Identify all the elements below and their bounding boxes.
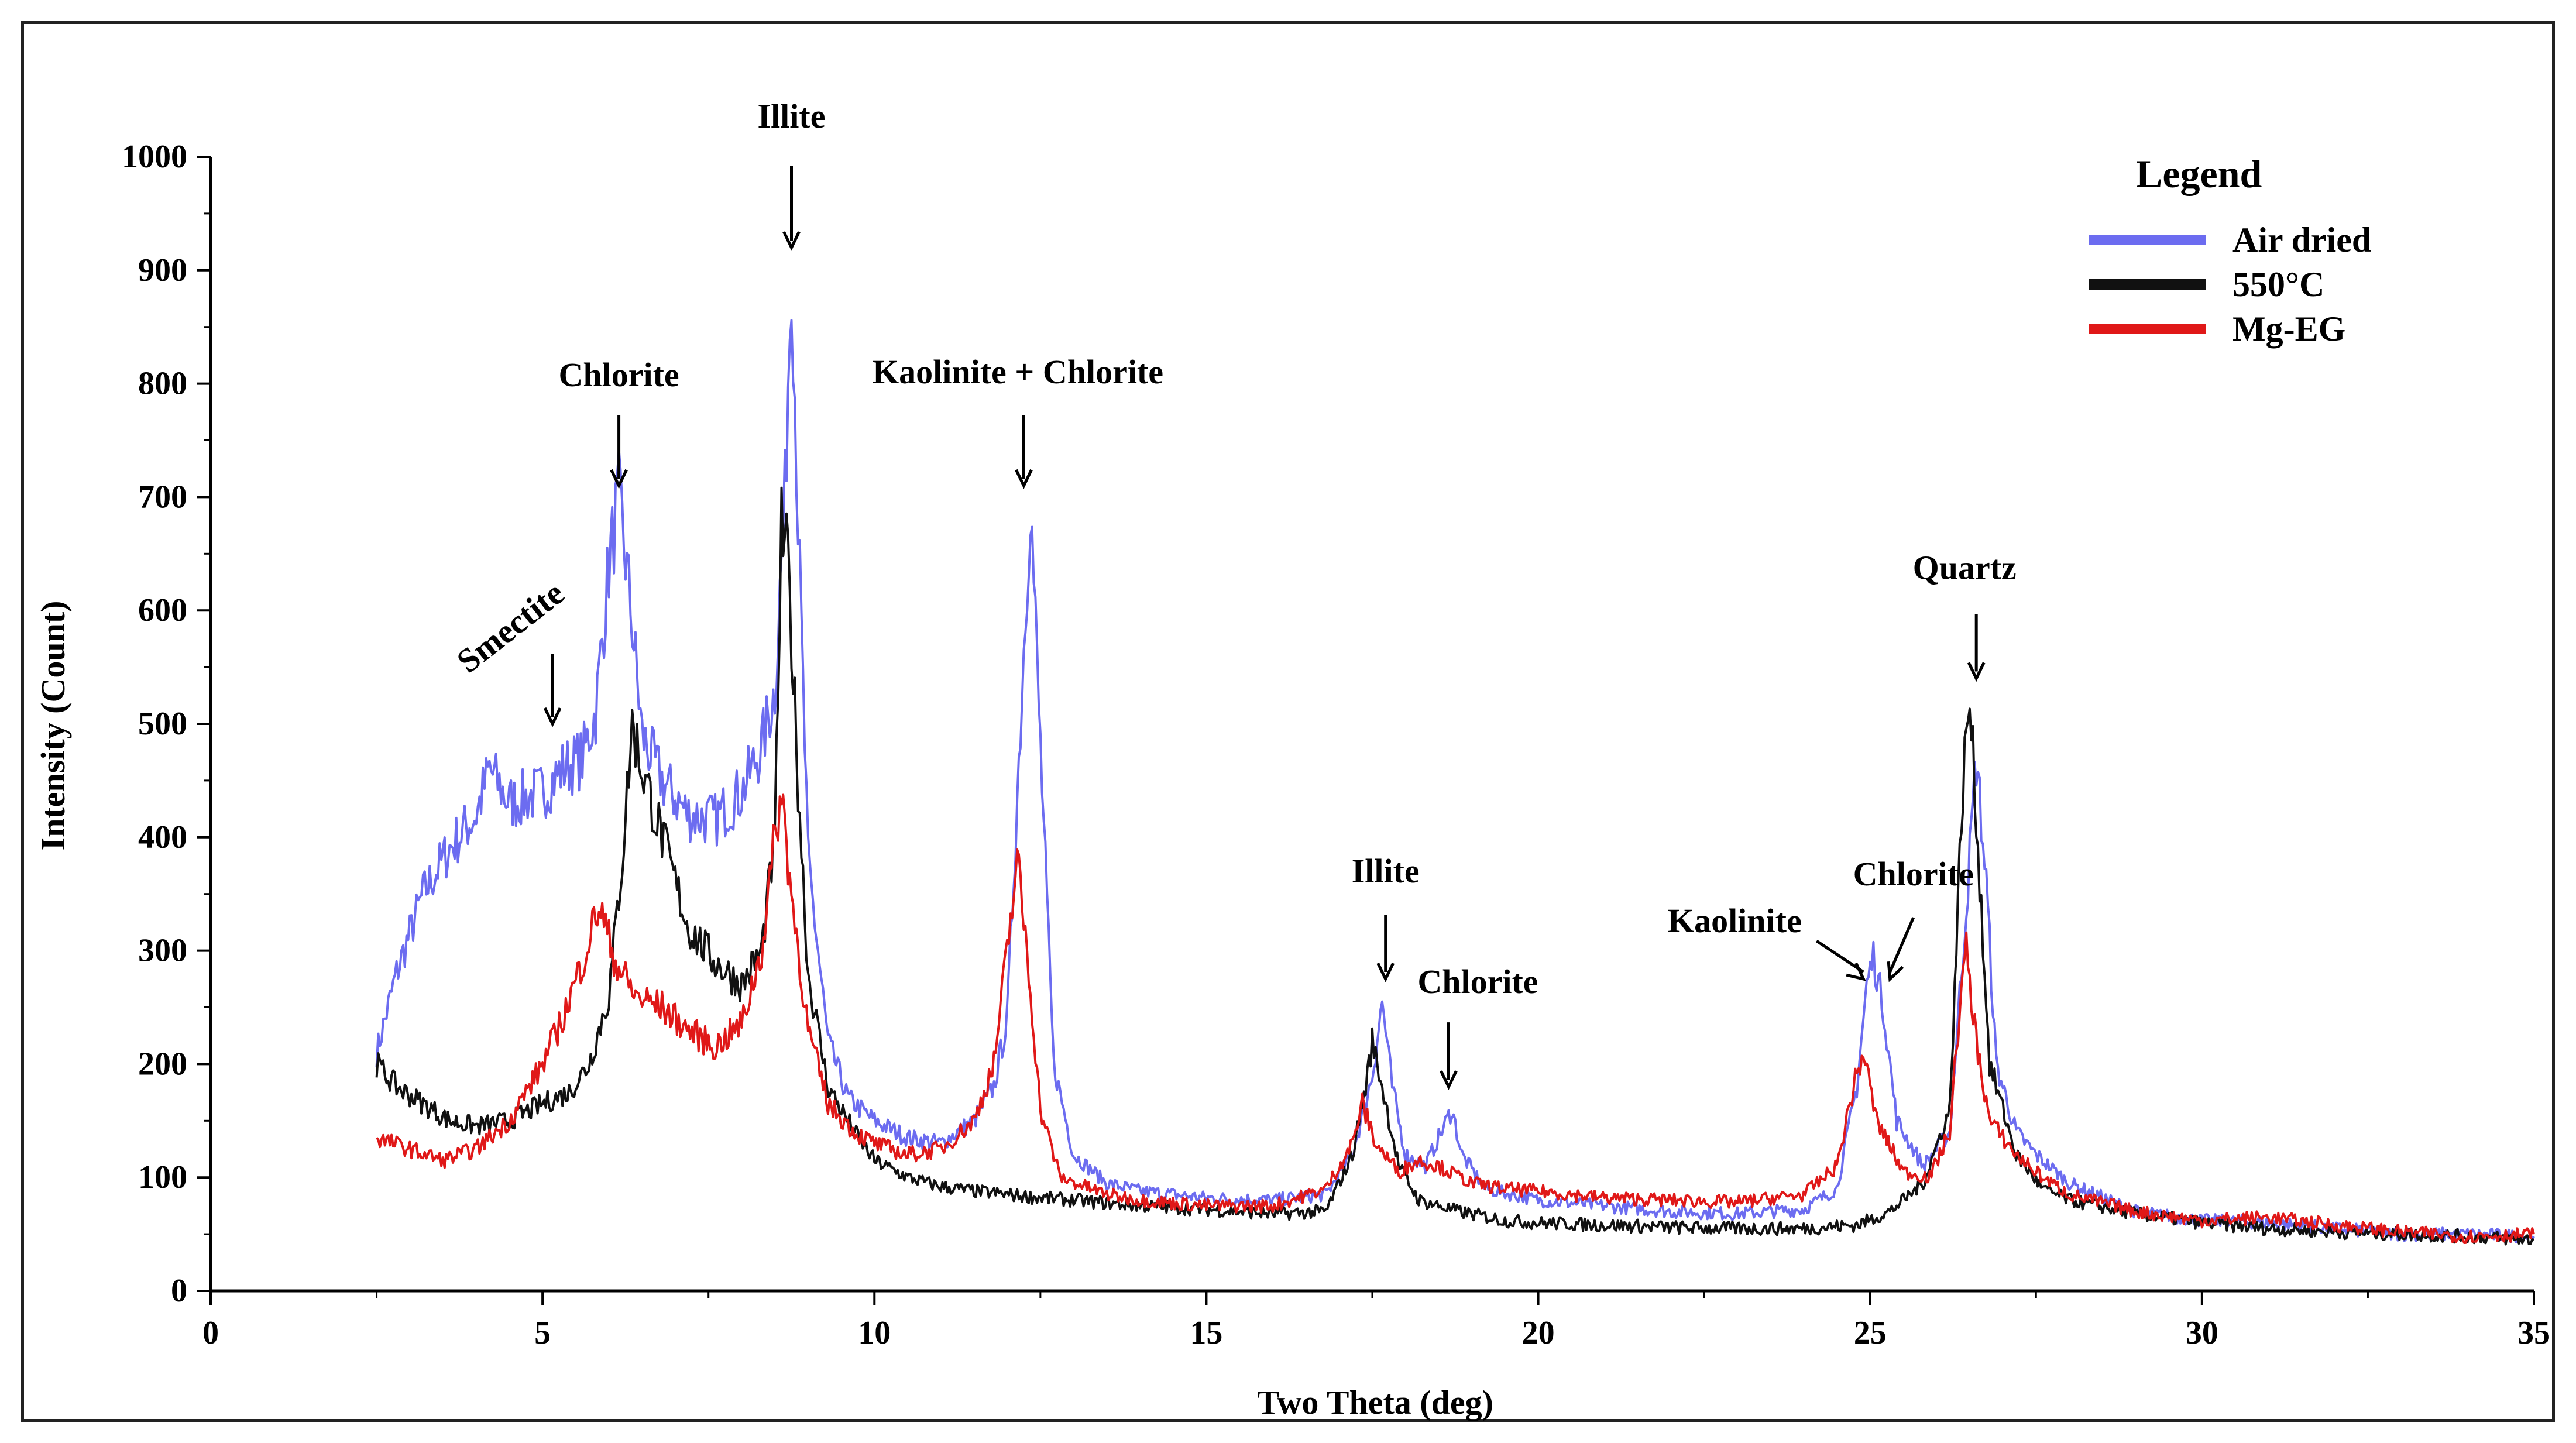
y-tick-label: 900	[138, 252, 187, 288]
axes: 0 100 200 300 400 500 600 700 800 900 1000 0 5 10 15 20…	[122, 139, 2550, 1351]
annotation-arrowhead	[1887, 961, 1904, 982]
annotation-label: Illite	[758, 97, 826, 135]
legend: Legend Air dried 550°C Mg-EG	[2089, 152, 2371, 348]
annotation-arrowhead	[1015, 469, 1033, 489]
series-line-2	[376, 793, 2535, 1244]
y-tick-label: 200	[138, 1046, 187, 1082]
annotation-arrowhead	[1376, 962, 1395, 982]
y-tick-label: 500	[138, 706, 187, 742]
annotation-arrowhead	[543, 707, 562, 727]
x-tick-label: 15	[1190, 1315, 1222, 1351]
annotation-arrow	[1815, 939, 1864, 974]
series-line-0	[375, 319, 2535, 1244]
figure-frame	[21, 21, 2555, 1422]
x-tick-label: 0	[202, 1315, 219, 1351]
annotation-label: Chlorite	[558, 356, 679, 394]
y-tick-label: 800	[138, 366, 187, 402]
y-tick-label: 400	[138, 819, 187, 856]
annotation-label: Quartz	[1913, 548, 2017, 586]
annotation-arrowhead	[1846, 962, 1866, 981]
annotation-arrowhead	[610, 469, 628, 489]
annotation-label: Chlorite	[1417, 963, 1538, 1001]
y-tick-label: 600	[138, 592, 187, 628]
x-tick-label: 10	[858, 1315, 891, 1351]
annotation-label: Kaolinite + Chlorite	[873, 353, 1163, 391]
annotation-arrowhead	[1967, 662, 1986, 682]
legend-label: Air dried	[2232, 221, 2371, 259]
annotation-arrowhead	[782, 231, 801, 251]
x-tick-label: 35	[2517, 1315, 2550, 1351]
y-tick-label: 300	[138, 933, 187, 969]
legend-title: Legend	[2136, 152, 2262, 196]
y-tick-label: 700	[138, 479, 187, 515]
x-tick-label: 25	[1854, 1315, 1887, 1351]
x-axis-title: Two Theta (deg)	[1257, 1383, 1493, 1421]
series-line-1	[375, 486, 2534, 1246]
annotation-arrowhead	[1440, 1070, 1458, 1090]
annotation-label: Kaolinite	[1668, 902, 1802, 940]
legend-label: Mg-EG	[2232, 310, 2345, 348]
y-tick-label: 1000	[122, 139, 187, 175]
series-group	[375, 319, 2535, 1246]
annotation-label: Illite	[1352, 852, 1420, 890]
x-tick-label: 20	[1522, 1315, 1555, 1351]
y-axis-title: Intensity (Count)	[34, 601, 72, 851]
annotation-label: Chlorite	[1853, 855, 1974, 893]
x-tick-label: 30	[2186, 1315, 2218, 1351]
y-tick-label: 100	[138, 1159, 187, 1195]
annotation-arrow	[1888, 917, 1915, 973]
legend-label: 550°C	[2232, 265, 2324, 304]
y-tick-label: 0	[171, 1273, 187, 1309]
x-tick-label: 5	[534, 1315, 551, 1351]
